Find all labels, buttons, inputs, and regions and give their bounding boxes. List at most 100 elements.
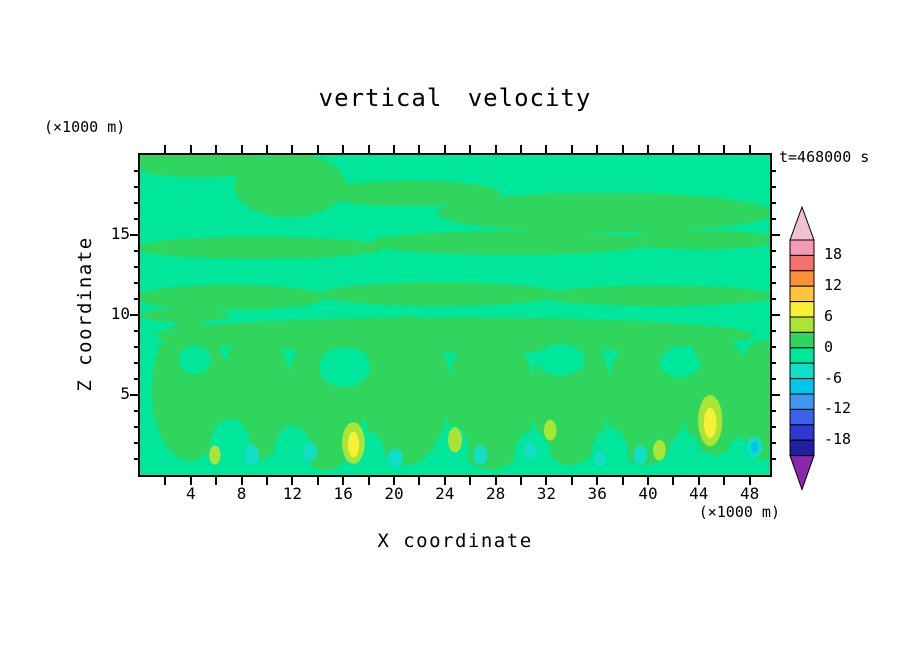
x-tick	[570, 477, 573, 485]
colorbar-segment	[789, 393, 815, 410]
contour-region-green	[620, 230, 770, 250]
colorbar-label: 12	[824, 276, 843, 295]
y-tick	[772, 362, 776, 364]
y-tick	[772, 378, 776, 380]
colorbar-segment	[789, 316, 815, 333]
colorbar-segment	[789, 331, 815, 349]
y-tick	[134, 170, 138, 172]
contour-region-green	[369, 231, 650, 255]
contour-region-green	[437, 192, 770, 233]
y-tick	[772, 410, 776, 412]
colorbar-segment	[789, 439, 815, 457]
colorbar-cap-bottom	[789, 455, 815, 491]
x-tick-label: 8	[236, 484, 247, 503]
x-tick	[596, 477, 599, 485]
x-axis-unit: (×1000 m)	[698, 503, 780, 521]
y-tick	[134, 442, 138, 444]
y-tick	[772, 314, 780, 316]
x-tick	[291, 477, 294, 485]
x-tick-label: 4	[185, 484, 196, 503]
y-tick	[134, 186, 138, 188]
x-tick-label: 36	[587, 484, 607, 503]
colorbar-segment	[789, 239, 815, 256]
x-tick	[367, 477, 370, 485]
x-tick	[621, 145, 624, 153]
contour-region-bg	[668, 432, 701, 475]
y-tick-label: 15	[110, 224, 130, 243]
x-tick-label: 44	[689, 484, 709, 503]
x-tick	[367, 145, 370, 153]
colorbar-segment	[789, 362, 815, 380]
contour-region-bg	[536, 343, 585, 376]
contour-region-green	[140, 155, 270, 178]
contour-region-bg	[178, 345, 211, 375]
contour-region-green	[140, 284, 326, 311]
x-tick	[443, 145, 446, 153]
colorbar-label: 6	[824, 307, 834, 325]
x-tick	[266, 145, 268, 153]
contour-region-cyan	[244, 444, 260, 466]
x-tick-label: 28	[485, 484, 506, 503]
contour-region-bg	[319, 347, 370, 387]
y-tick	[772, 234, 780, 236]
x-tick	[520, 477, 522, 485]
contour-region-cyan	[473, 445, 488, 465]
contour-region-green	[320, 180, 501, 207]
y-tick	[134, 266, 138, 268]
contour-field	[140, 155, 770, 475]
contour-region-cyan	[387, 448, 403, 468]
y-tick	[134, 298, 138, 300]
x-tick	[647, 145, 649, 153]
x-tick	[342, 145, 345, 153]
colorbar-label: -18	[824, 430, 852, 449]
contour-region-green	[734, 339, 770, 460]
x-tick	[189, 145, 192, 153]
y-tick	[772, 346, 776, 348]
colorbar-segment	[789, 285, 815, 303]
x-tick	[189, 477, 192, 485]
y-tick	[134, 346, 138, 348]
contour-region-cyan	[303, 442, 318, 462]
x-tick	[697, 477, 700, 485]
x-tick	[570, 145, 573, 153]
x-tick	[393, 145, 395, 153]
x-tick	[545, 477, 548, 485]
y-tick	[134, 378, 138, 380]
y-tick-label: 10	[110, 304, 130, 323]
colorbar-segment	[789, 408, 815, 426]
colorbar-label: 0	[824, 337, 834, 356]
y-tick	[130, 314, 138, 316]
y-tick	[772, 202, 776, 204]
y-tick	[772, 282, 776, 284]
colorbar-label: -6	[824, 368, 843, 387]
x-tick-label: 24	[435, 484, 455, 503]
contour-region-chartreuse	[653, 439, 666, 461]
y-tick	[772, 298, 776, 300]
colorbar-cap-top	[789, 206, 815, 241]
y-tick	[134, 426, 138, 428]
y-tick	[772, 170, 776, 172]
x-tick	[621, 477, 624, 485]
y-tick	[134, 330, 138, 332]
x-tick	[164, 145, 167, 153]
contour-region-green	[446, 329, 535, 471]
x-tick	[266, 477, 268, 485]
x-tick	[215, 145, 218, 153]
colorbar-segment	[789, 301, 815, 318]
y-tick	[134, 202, 138, 204]
x-tick	[342, 477, 345, 485]
contour-region-yellow	[703, 407, 717, 439]
contour-region-green	[320, 282, 560, 307]
contour-region-bg	[726, 437, 753, 475]
x-tick	[545, 145, 548, 153]
contour-region-green	[543, 285, 770, 307]
contour-region-bg	[659, 348, 701, 378]
y-tick	[772, 458, 776, 460]
y-tick	[134, 250, 138, 252]
y-tick	[130, 394, 138, 396]
x-tick	[316, 145, 319, 153]
x-tick-label: 20	[384, 484, 404, 503]
colorbar-segment	[789, 424, 815, 441]
y-axis-label: Z coordinate	[74, 236, 96, 392]
